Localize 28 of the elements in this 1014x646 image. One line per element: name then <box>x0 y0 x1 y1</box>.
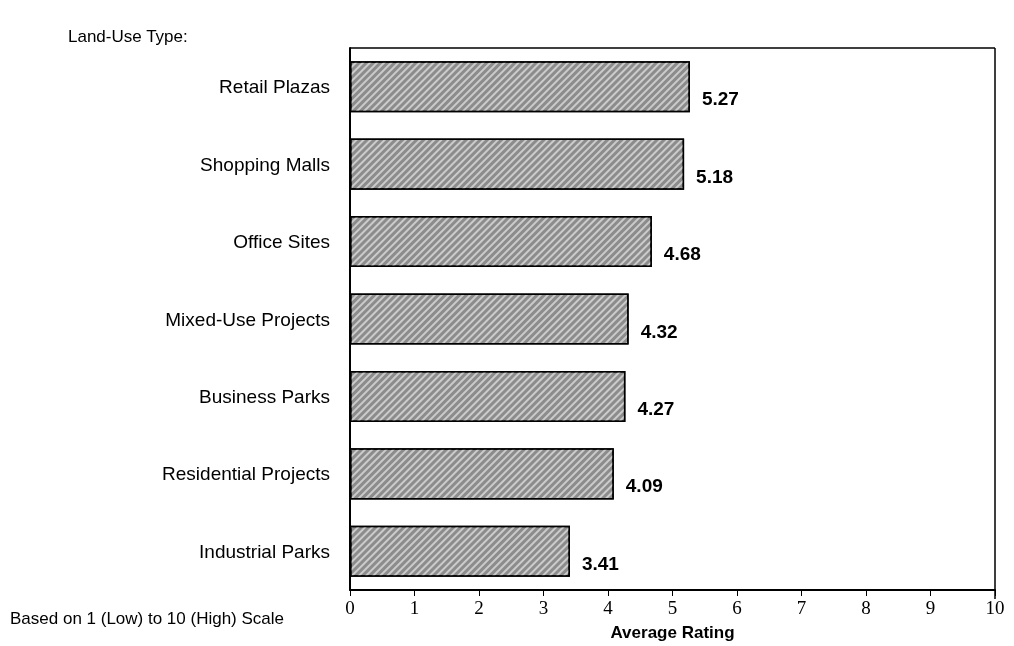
x-tick-label: 0 <box>345 597 355 618</box>
x-axis-title: Average Rating <box>610 623 735 642</box>
y-axis-title: Land-Use Type: <box>68 27 188 46</box>
y-tick-label: Retail Plazas <box>219 76 330 98</box>
x-tick-label: 2 <box>474 597 484 618</box>
x-tick-label: 10 <box>985 597 1005 618</box>
x-tick-label: 1 <box>409 597 420 618</box>
text: Based on 1 (Low) to 10 (High) Scale <box>10 609 285 628</box>
data-label: 3.41 <box>581 552 620 574</box>
data-label: 4.32 <box>640 320 678 342</box>
data-label: 5.18 <box>696 165 734 187</box>
x-tick-label: 9 <box>925 597 936 618</box>
x-tick-label: 4 <box>603 597 614 618</box>
y-tick-label: Industrial Parks <box>199 540 330 562</box>
data-label: 5.27 <box>701 88 739 110</box>
y-tick-label: Mixed-Use Projects <box>165 308 330 330</box>
y-tick-label: Business Parks <box>199 385 330 407</box>
data-label: 4.27 <box>637 397 675 419</box>
data-label: 4.68 <box>663 243 701 265</box>
x-tick-label: 6 <box>732 597 742 618</box>
y-tick-label: Residential Projects <box>162 463 330 485</box>
x-tick-label: 8 <box>861 597 871 618</box>
y-tick-label: Shopping Malls <box>200 153 330 175</box>
x-tick-label: 5 <box>667 597 678 618</box>
x-tick-label: 7 <box>796 597 807 618</box>
y-tick-label: Office Sites <box>233 231 330 253</box>
data-label: 4.09 <box>625 475 663 497</box>
x-tick-label: 3 <box>538 597 549 618</box>
